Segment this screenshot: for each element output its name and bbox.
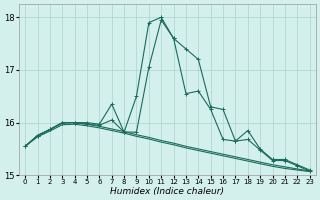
X-axis label: Humidex (Indice chaleur): Humidex (Indice chaleur) xyxy=(110,187,224,196)
